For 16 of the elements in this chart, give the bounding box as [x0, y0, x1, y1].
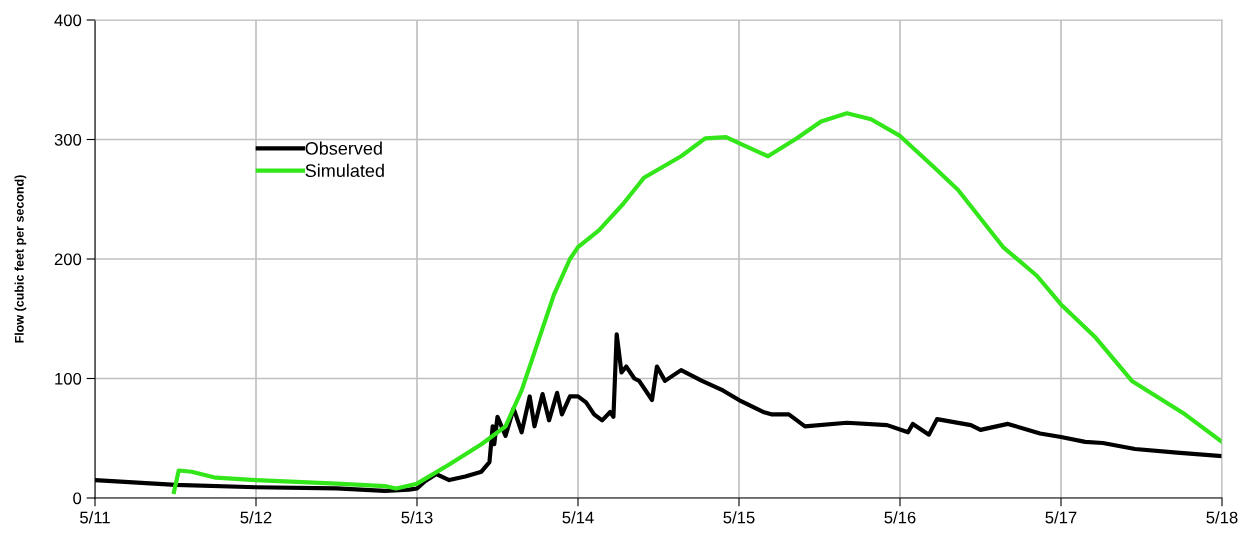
y-tick-label: 200	[54, 253, 82, 266]
y-tick-label: 0	[73, 492, 82, 505]
legend-label: Simulated	[305, 163, 384, 178]
y-tick-label: 100	[55, 372, 82, 385]
y-tick-label: 400	[54, 14, 82, 27]
x-tick-label: 5/12	[240, 511, 272, 524]
legend-label: Observed	[305, 141, 382, 155]
x-tick-label: 5/18	[1206, 511, 1238, 524]
x-tick-label: 5/17	[1045, 511, 1077, 524]
x-tick-label: 5/15	[723, 511, 755, 524]
x-tick-label: 5/16	[884, 511, 916, 524]
y-tick-label: 300	[54, 133, 82, 146]
x-tick-label: 5/14	[562, 511, 594, 524]
x-tick-label: 5/11	[80, 511, 110, 524]
y-axis-title: Flow (cubic feet per second)	[14, 175, 27, 343]
x-tick-label: 5/13	[401, 511, 433, 524]
